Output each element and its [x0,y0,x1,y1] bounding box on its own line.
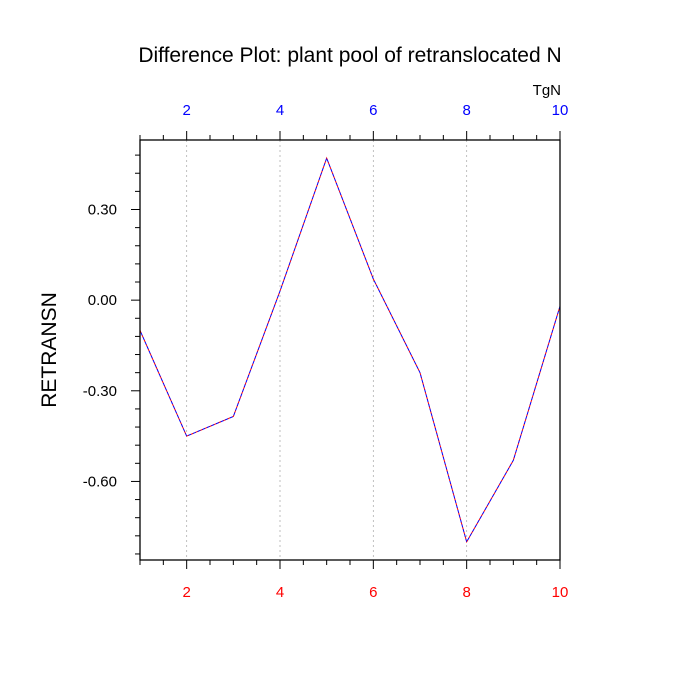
y-tick-label: 0.30 [88,201,117,218]
plot-frame [139,139,561,561]
axis-ticks [131,131,561,569]
x-bottom-tick-label: 2 [182,584,190,601]
chart-title: Difference Plot: plant pool of retranslo… [138,44,561,67]
tick-labels: 2 2 4 4 6 6 8 8 10 10 0.30 0.00 -0.30 -0.60 [83,102,569,601]
x-top-tick-label: 8 [462,102,470,119]
y-tick-label: 0.00 [88,292,117,309]
y-tick-label: -0.60 [83,473,117,490]
y-axis-label: RETRANSN [38,292,61,408]
x-bottom-tick-label: 4 [276,584,284,601]
series-line-difference-secondary [139,156,561,544]
x-bottom-tick-label: 8 [462,584,470,601]
y-tick-label: -0.30 [83,383,117,400]
top-axis-units-label: TgN [533,82,561,99]
x-top-tick-label: 6 [369,102,377,119]
series-line-group [139,156,561,544]
x-bottom-tick-label: 6 [369,584,377,601]
x-top-tick-label: 2 [182,102,190,119]
grid-lines [186,140,468,560]
x-bottom-tick-label: 10 [552,584,569,601]
series-line-difference [139,156,561,544]
x-top-tick-label: 10 [552,102,569,119]
x-top-tick-label: 4 [276,102,284,119]
